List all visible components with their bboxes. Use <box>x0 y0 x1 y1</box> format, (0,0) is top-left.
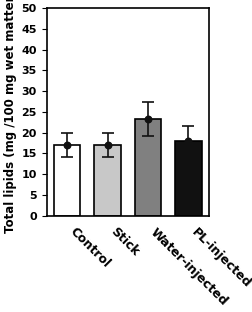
Bar <box>175 141 201 216</box>
Point <box>145 116 149 121</box>
Point <box>186 139 190 144</box>
Point <box>105 143 109 148</box>
Bar <box>134 119 161 216</box>
Bar <box>54 145 80 216</box>
Bar <box>94 145 120 216</box>
Y-axis label: Total lipids (mg /100 mg wet matter): Total lipids (mg /100 mg wet matter) <box>4 0 17 233</box>
Point <box>65 143 69 148</box>
